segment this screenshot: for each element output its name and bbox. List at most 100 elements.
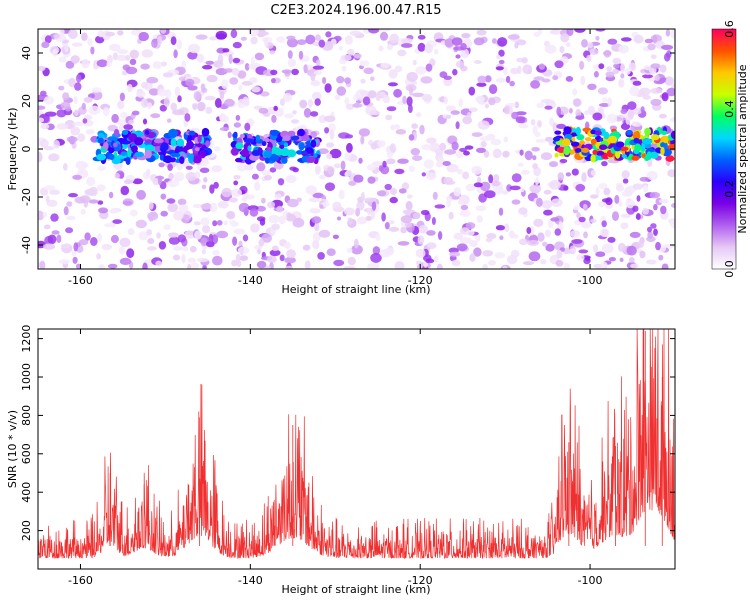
spectrogram-cell [537,120,542,128]
spectrogram-cell [412,155,423,162]
spectrogram-cell [60,101,71,110]
spectrogram-cell [389,196,398,204]
spectrogram-cell [337,216,341,221]
spectrogram-cell [477,120,490,130]
spectrogram-cell [209,184,215,194]
spectrogram-cell [269,50,276,55]
spectrogram-cell [188,130,196,136]
spectrogram-cell [292,110,297,115]
spectrogram-cell [410,148,420,156]
spectrogram-cell [181,254,186,264]
spectrogram-cell [310,131,317,139]
spectrogram-cell [125,156,131,165]
spectrogram-cell [397,49,407,57]
spectrogram-cell [187,85,198,91]
spectrogram-cell [141,49,154,58]
spectrogram-cell [563,262,570,269]
spectrogram-cell [465,230,475,236]
spectrogram-cell [505,75,511,83]
spectrogram-cell [51,230,60,235]
spectrogram-cell [359,90,369,96]
spectrogram-cell [495,225,505,231]
spectrogram-cell [317,252,325,260]
spectrogram-cell [267,201,276,209]
spectrogram-cell [474,60,482,64]
spectrogram-cell [641,143,646,152]
spectrogram-cell [583,231,588,239]
spectrogram-cell [662,148,672,156]
spectrogram-cell [592,149,598,155]
spectrogram-cell [312,239,320,250]
spectrogram-cell [476,147,486,153]
spectrogram-cell [658,254,664,261]
spectrogram-cell [605,71,615,78]
spectrogram-cell [445,114,452,120]
spectrogram-cell [511,199,521,205]
spectrogram-cell [276,36,286,43]
spectrogram-cell [503,136,509,143]
spectrogram-cell [319,204,324,209]
spectrogram-cell [569,248,577,253]
spectrogram-cell [160,29,167,34]
spectrogram-cell [649,151,659,159]
spectrogram-cell [511,111,519,120]
spectrogram-cell [332,201,342,212]
spectrogram-cell [312,192,324,199]
spectrogram-cell [238,240,243,247]
spectrogram-cell [631,155,640,161]
spectrogram-cell [517,65,522,75]
spectrogram-cell [368,29,380,34]
x-tick-label: -140 [238,574,263,587]
spectrogram-cell [406,96,413,107]
spectrogram-cell [415,66,427,75]
spectrogram-cell [434,255,439,263]
x-tick-label: -100 [578,274,603,287]
snr-xlabel: Height of straight line (km) [281,583,430,596]
spectrogram-cell [162,72,174,78]
spectrogram-cell [179,156,185,165]
spectrogram-cell [617,242,626,252]
spectrogram-cell [341,65,347,72]
spectrogram-cell [81,32,88,41]
spectrogram-cell [279,98,285,106]
spectrogram-cell [607,97,612,107]
spectrogram-cell [640,106,645,113]
spectrogram-cell [48,153,60,162]
spectrogram-cell [456,243,468,252]
spectrogram-cell [194,230,202,240]
spectrogram-cell [434,48,439,55]
spectrogram-cell [620,73,625,79]
spectrogram-cell [443,96,448,105]
spectrogram-cell [310,72,316,82]
spectrogram-cell [382,160,387,168]
spectrogram-cell [71,42,83,47]
spectrogram-cell [661,44,674,51]
spectrogram-cell [426,137,437,144]
spectrogram-cell [216,230,229,239]
spectrogram-cell [601,229,609,237]
spectrogram-cell [204,95,216,101]
spectrogram-cell [444,149,457,155]
spectrogram-cell [144,149,152,159]
spectrogram-cell [209,202,218,213]
spectrogram-cell [109,43,121,52]
spectrogram-cell [504,223,510,233]
spectrogram-cell [533,76,545,81]
spectrogram-cell [576,254,585,261]
spectrogram-cell [530,119,536,126]
spectrogram-cell [647,231,654,239]
spectrogram-cell [502,265,508,269]
spectrogram-cell [313,153,318,158]
spectrogram-cell [559,158,568,164]
spectrogram-cell [455,121,460,130]
spectrogram-cell [650,87,663,94]
spectrogram-cell [539,259,547,265]
spectrogram-cell [386,158,396,165]
spectrogram-cell [531,147,540,152]
spectrogram-cell [431,217,436,225]
spectrogram-cell [406,194,413,199]
spectrogram-cell [157,88,168,97]
spectrogram-cell [460,65,468,72]
spectrogram-cell [184,230,195,239]
